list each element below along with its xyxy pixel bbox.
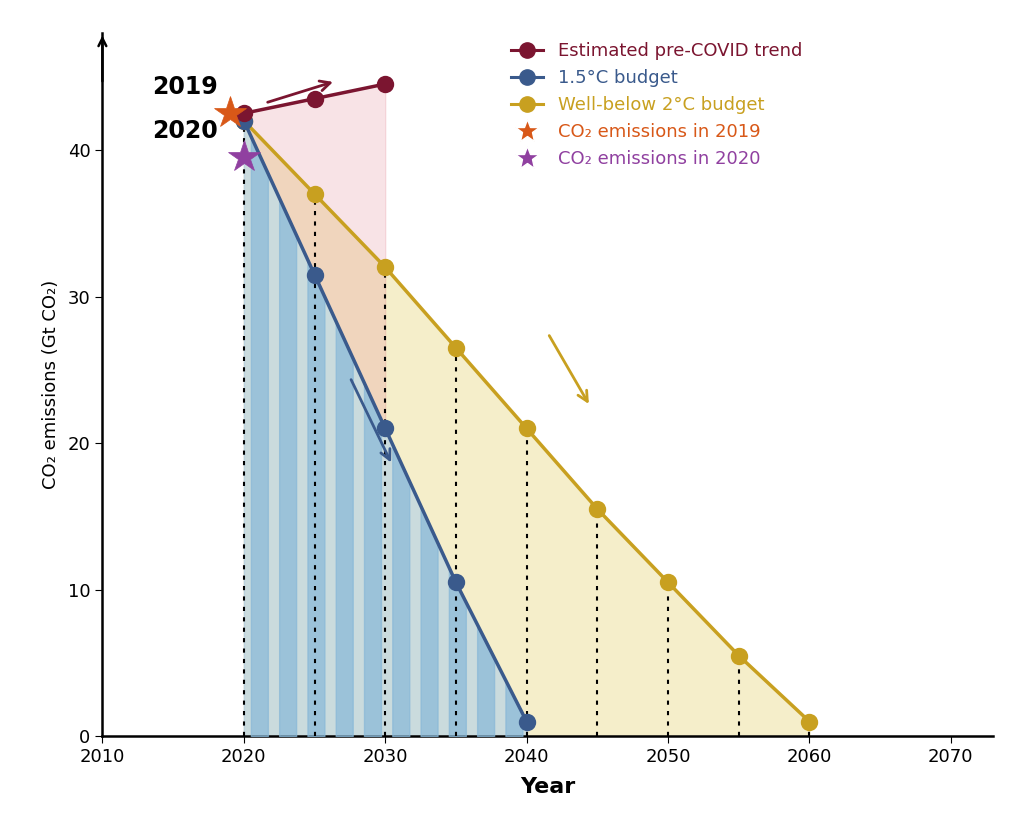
X-axis label: Year: Year [520,777,575,797]
Y-axis label: CO₂ emissions (Gt CO₂): CO₂ emissions (Gt CO₂) [42,280,59,489]
Legend: Estimated pre-COVID trend, 1.5°C budget, Well-below 2°C budget, CO₂ emissions in: Estimated pre-COVID trend, 1.5°C budget,… [504,34,809,175]
Text: 2019: 2019 [152,75,218,99]
Text: 2020: 2020 [152,119,218,143]
